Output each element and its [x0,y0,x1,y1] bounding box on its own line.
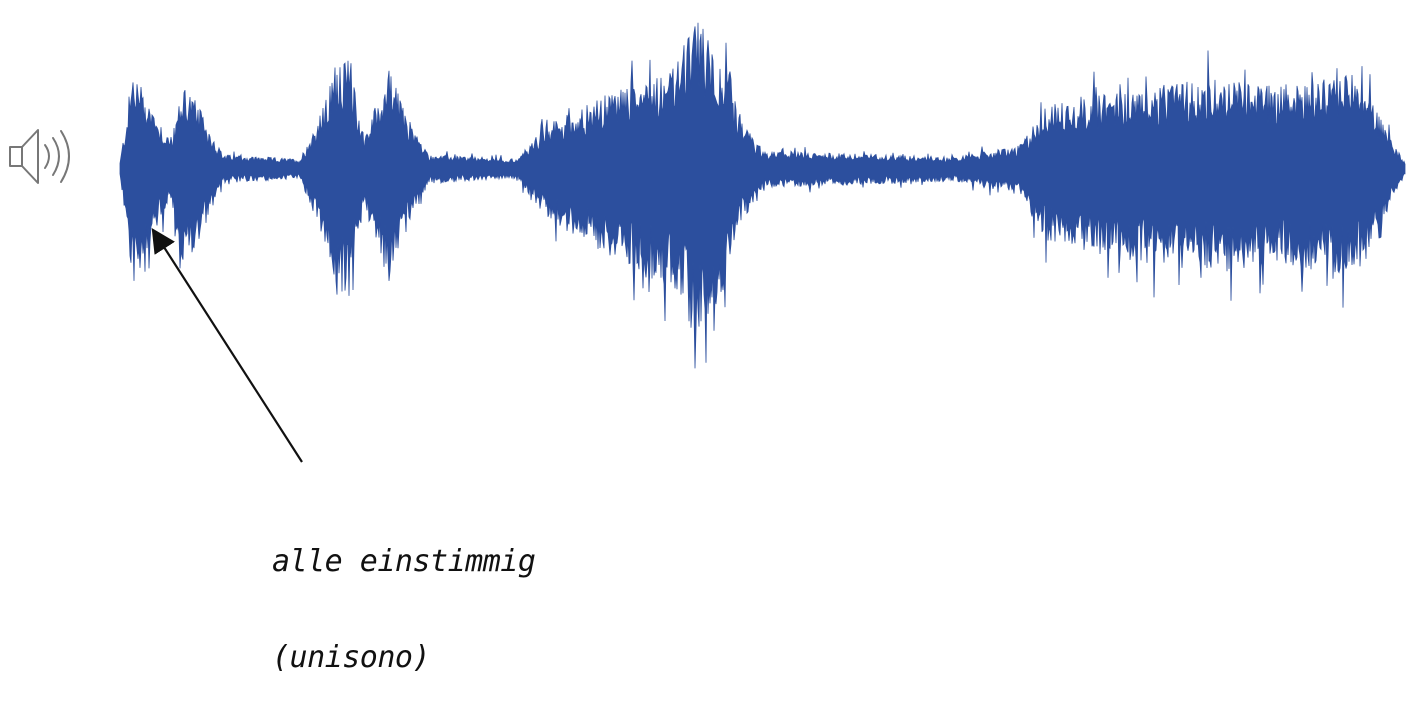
annotation-arrow [151,227,303,463]
annotation-text: alle einstimmig (unisono) [272,482,536,706]
waveform-shape [119,22,1406,369]
speaker-icon[interactable] [9,129,70,184]
audio-waveform [119,22,1406,369]
waveform-figure [9,22,1406,463]
annotation-line-1: alle einstimmig [272,544,536,579]
annotation-line-2: (unisono) [272,640,431,675]
